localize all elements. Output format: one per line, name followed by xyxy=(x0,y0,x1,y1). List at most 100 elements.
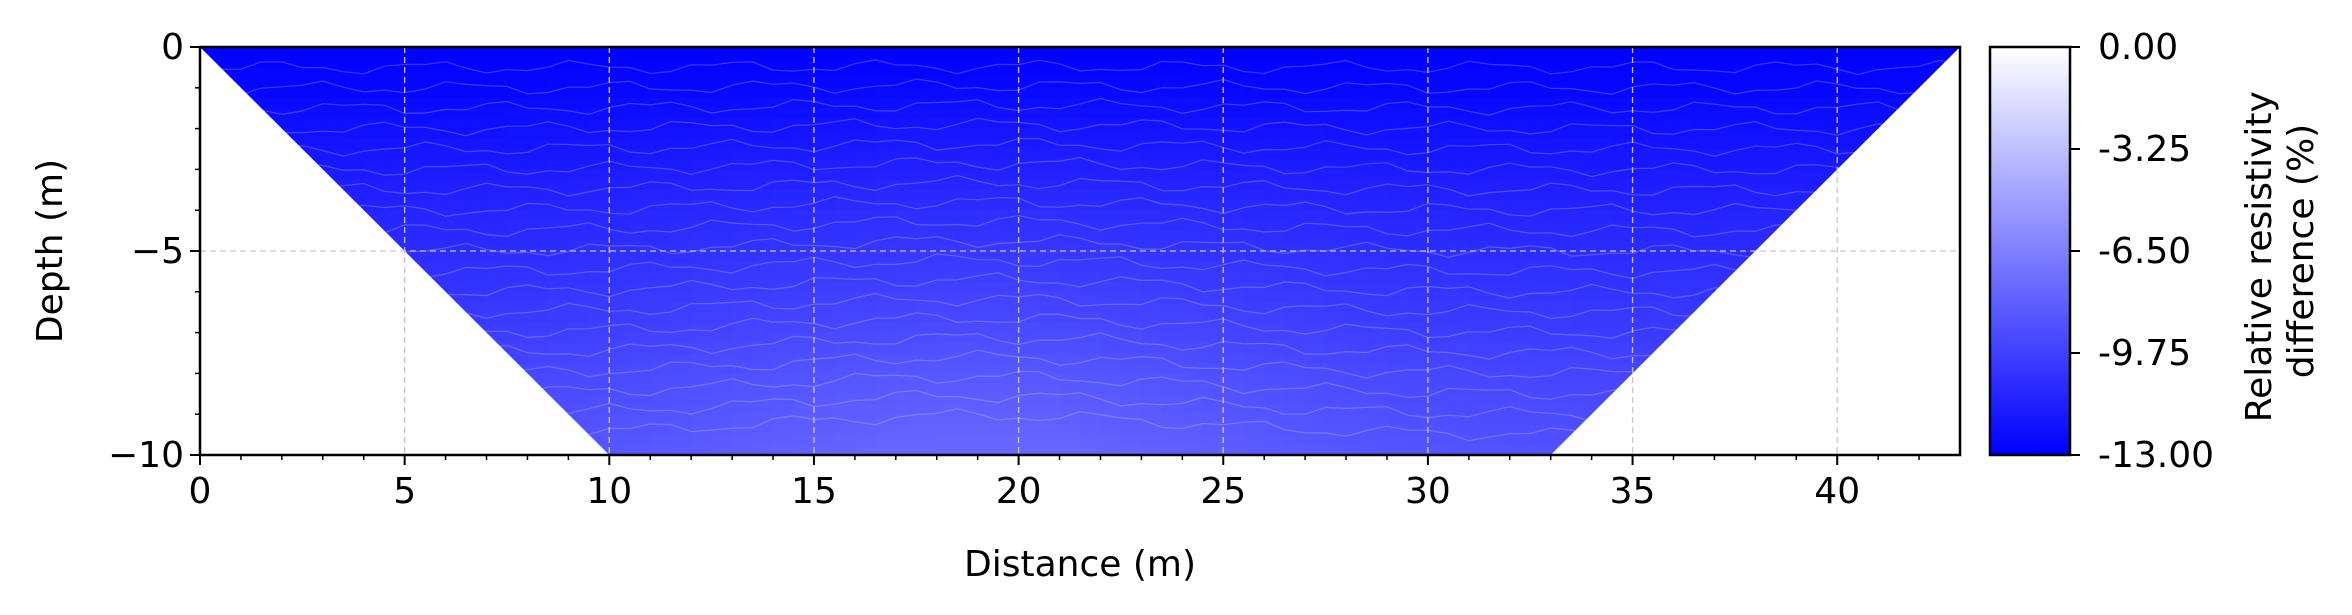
heat-cell xyxy=(1325,353,1347,364)
heat-cell xyxy=(1653,302,1675,313)
heat-cell xyxy=(1264,302,1286,313)
heat-cell xyxy=(1223,189,1245,201)
heat-cell xyxy=(1284,291,1306,303)
heat-cell xyxy=(1100,87,1122,99)
heat-cell xyxy=(1018,271,1040,283)
heat-cell xyxy=(936,424,958,436)
heat-cell xyxy=(1059,87,1081,99)
heat-cell xyxy=(1243,444,1265,455)
heat-cell xyxy=(1468,138,1490,150)
heat-cell xyxy=(691,77,713,89)
heat-cell xyxy=(1632,332,1654,344)
heat-cell xyxy=(711,138,733,150)
heat-cell xyxy=(1080,138,1102,150)
heat-cell xyxy=(1100,128,1122,140)
heat-cell xyxy=(1100,404,1122,415)
heat-cell xyxy=(1346,169,1368,181)
heat-cell xyxy=(1796,108,1818,119)
heat-cell xyxy=(1325,169,1347,181)
heat-cell xyxy=(1120,159,1142,170)
heat-cell xyxy=(1059,251,1081,262)
heat-cell xyxy=(302,47,324,58)
heat-cell xyxy=(1161,434,1183,446)
heat-cell xyxy=(895,434,917,446)
heat-cell xyxy=(1161,251,1183,262)
heat-cell xyxy=(834,251,856,262)
heat-cell xyxy=(1796,77,1818,89)
heat-cell xyxy=(568,251,590,262)
heat-cell xyxy=(1202,138,1224,150)
heat-cell xyxy=(957,342,979,354)
heat-cell xyxy=(1182,353,1204,364)
heat-cell xyxy=(1284,353,1306,364)
heat-cell xyxy=(977,98,999,109)
heat-cell xyxy=(813,149,836,160)
heat-cell xyxy=(1632,261,1654,272)
heat-cell xyxy=(650,251,672,262)
heat-cell xyxy=(711,271,733,283)
heat-cell xyxy=(609,414,631,425)
heat-cell xyxy=(547,98,569,109)
heat-cell xyxy=(1325,444,1347,455)
heat-cell xyxy=(1612,363,1634,374)
heat-cell xyxy=(1039,302,1061,313)
heat-cell xyxy=(547,271,569,283)
heat-cell xyxy=(1530,434,1552,446)
heat-cell xyxy=(1100,149,1122,160)
heat-cell xyxy=(834,414,856,425)
heat-cell xyxy=(1693,220,1716,232)
heat-cell xyxy=(1202,47,1224,58)
heat-cell xyxy=(977,169,999,181)
heat-cell xyxy=(240,87,262,99)
heat-cell xyxy=(1489,108,1511,119)
heat-cell xyxy=(1550,342,1572,354)
heat-cell xyxy=(527,189,549,201)
heat-cell xyxy=(1755,210,1777,221)
heat-cell xyxy=(813,57,836,68)
heat-cell xyxy=(1427,118,1449,130)
heat-cell xyxy=(629,149,651,160)
heat-cell xyxy=(1223,434,1245,446)
heat-cell xyxy=(568,404,590,415)
heat-cell xyxy=(773,414,795,425)
heat-cell xyxy=(1264,373,1286,385)
heat-cell xyxy=(1632,169,1654,181)
heat-cell xyxy=(793,240,815,252)
heat-cell xyxy=(1591,373,1613,385)
heat-cell xyxy=(1018,98,1040,109)
heat-cell xyxy=(1632,98,1654,109)
contour-lines xyxy=(200,59,1960,442)
heat-cell xyxy=(1305,353,1327,364)
heat-cell xyxy=(875,424,897,436)
heat-cell xyxy=(1080,169,1102,181)
heat-cell xyxy=(1202,149,1224,160)
heat-cell xyxy=(1734,251,1756,262)
heat-cell xyxy=(1141,57,1163,68)
heat-cell xyxy=(1530,179,1552,191)
heat-cell xyxy=(527,200,549,211)
heat-cell xyxy=(1243,373,1265,385)
heat-cell xyxy=(1243,240,1265,252)
heat-cell xyxy=(1693,271,1716,283)
heat-cell xyxy=(1509,383,1531,395)
heat-cell xyxy=(1673,159,1695,170)
heat-cell xyxy=(1796,87,1818,99)
heat-cell xyxy=(1386,200,1409,211)
heat-cell xyxy=(1346,108,1368,119)
heat-cell xyxy=(1223,383,1245,395)
heat-cell xyxy=(670,200,692,211)
heat-cell xyxy=(1080,128,1102,140)
heat-cell xyxy=(1366,179,1388,191)
heat-cell xyxy=(588,383,610,395)
heat-cell xyxy=(957,444,979,455)
heat-cell xyxy=(1653,251,1675,262)
heat-cell xyxy=(568,302,590,313)
heat-cell xyxy=(773,169,795,181)
heat-cell xyxy=(506,200,529,211)
heat-cell xyxy=(1530,281,1552,293)
heat-cell xyxy=(629,322,651,334)
heat-cell xyxy=(1039,424,1061,436)
heat-cell xyxy=(773,424,795,436)
heat-cell xyxy=(445,128,467,140)
heat-cell xyxy=(1489,322,1511,334)
